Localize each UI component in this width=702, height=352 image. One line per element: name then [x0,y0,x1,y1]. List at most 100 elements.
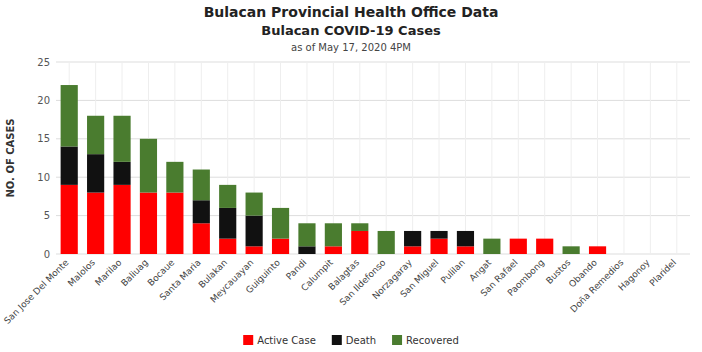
chart: Bulacan Provincial Health Office DataBul… [0,0,702,352]
bar [325,223,342,246]
bar [615,254,632,255]
bar [246,193,263,216]
bar [642,254,659,255]
x-tick-label: Plaridel [648,257,679,288]
bar [589,246,606,254]
y-axis-label: NO. OF CASES [5,118,16,197]
bar [642,254,659,255]
grid-line [676,62,677,254]
bar [457,246,474,254]
legend-label: Active Case [257,335,316,346]
bar [378,231,395,254]
bar [219,185,236,208]
legend: Active Case Death Recovered [243,335,459,346]
bar [510,238,527,239]
grid-line [386,62,387,254]
bar [510,238,527,239]
bar [219,208,236,239]
bar [272,208,289,239]
bar [483,239,500,254]
x-axis: San Jose Del MonteMalolosMarilaoBaliuagB… [2,257,678,326]
bar [457,230,474,231]
grid-line [465,62,466,254]
bar [298,223,315,246]
grid-line [412,62,413,254]
bar [404,230,421,231]
bar [219,239,236,254]
bar [246,246,263,254]
bar [87,193,104,254]
bar [615,254,632,255]
x-tick-label: Pandi [284,257,308,281]
x-tick-label: Malolos [66,257,97,288]
bar [510,239,527,254]
x-tick-label: San Ildefonso [338,257,388,307]
bar [351,223,368,231]
bar [457,231,474,246]
grid-line [544,62,545,254]
bar [563,246,580,254]
grid-line [56,62,690,63]
bar [61,85,78,146]
legend-label: Recovered [406,335,459,346]
bar [246,216,263,247]
grid-line [439,62,440,254]
x-tick-label: Pulilan [439,257,467,285]
bar [536,238,553,239]
bar [272,239,289,254]
bar [404,246,421,254]
x-tick-label: Baliuag [119,257,150,288]
bar [166,162,183,193]
y-tick-label: 25 [37,57,50,68]
x-tick-label: Meycauayan [208,257,255,304]
grid-line [491,62,492,254]
legend-swatch [332,335,342,345]
grid-line [571,62,572,254]
x-tick-label: San Miguel [398,257,440,299]
bar [430,230,447,231]
bar [325,246,342,254]
bar [589,246,606,247]
grid [56,62,690,254]
x-tick-label: Hagonoy [616,257,652,293]
bar [668,254,685,255]
annotation: as of May 17, 2020 4PM [291,42,411,53]
bar [113,116,130,162]
x-tick-label: San Jose Del Monte [2,257,71,326]
bar [536,238,553,239]
grid-line [56,100,690,101]
grid-line [518,62,519,254]
bar [668,254,685,255]
bar [193,223,210,254]
bar [430,231,447,239]
bar [87,116,104,154]
x-tick-label: Santa Maria [158,257,203,302]
bar [351,231,368,254]
bar [404,231,421,246]
bar [589,246,606,247]
bar [536,239,553,254]
bar [166,193,183,254]
title: Bulacan Provincial Health Office Data [204,4,499,20]
bar [298,246,315,254]
bar [668,254,685,255]
legend-swatch [243,335,253,345]
bars [61,85,607,254]
grid-line [623,62,624,254]
series [61,85,580,254]
bar [61,146,78,184]
bar [61,185,78,254]
grid-line [650,62,651,254]
y-tick-label: 5 [44,210,50,221]
bar [87,154,104,192]
bar [140,193,157,254]
series [61,185,607,254]
bar [642,254,659,255]
legend-label: Death [346,335,376,346]
bar [193,200,210,223]
bar [615,254,632,255]
bar [140,139,157,193]
y-tick-label: 10 [37,172,50,183]
y-axis: 0510152025NO. OF CASES [5,57,50,260]
y-tick-label: 20 [37,95,50,106]
